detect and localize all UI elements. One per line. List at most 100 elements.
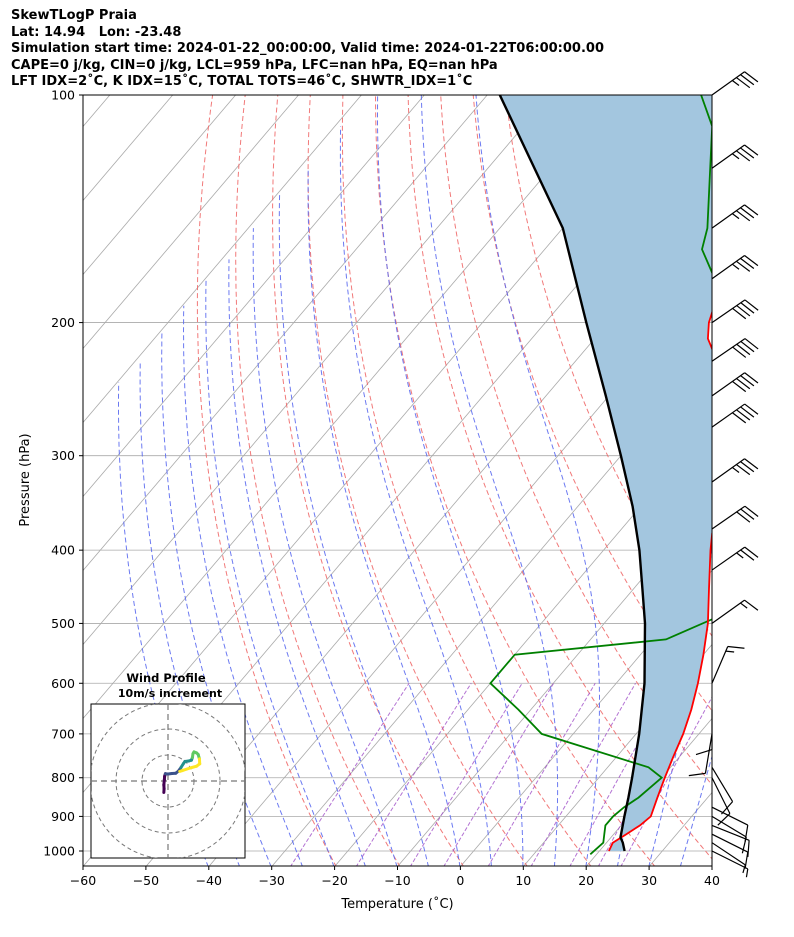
moist-adiabat: [161, 330, 272, 866]
dry-adiabat: [440, 95, 712, 786]
isotherm: [83, 95, 551, 646]
barb-flag: [740, 207, 755, 219]
shaded-area: [499, 95, 712, 851]
moist-adiabat: [307, 168, 461, 866]
y-tick-label: 200: [51, 315, 75, 330]
chart-title-block: SkewTLogP Praia Lat: 14.94 Lon: -23.48 S…: [11, 8, 604, 91]
barb-flag: [736, 378, 751, 390]
barb-half-flag: [731, 213, 740, 220]
barb-staff: [704, 733, 713, 774]
parcel-line: [498, 95, 647, 852]
x-tick-label: 30: [641, 873, 657, 888]
wind-barb: [711, 850, 749, 878]
barb-flag: [732, 412, 747, 424]
y-tick-label: 400: [51, 543, 75, 558]
axis-ticks: −60 −50 −40 −30 −20 −10 0 10 20 30 40 100 200 300 400 5…: [43, 88, 720, 889]
barb-flag: [736, 343, 751, 356]
moist-adiabat: [475, 95, 600, 866]
barb-flag: [740, 375, 755, 387]
moist-adiabat: [228, 259, 366, 866]
dry-adiabat: [734, 95, 794, 867]
dry-adiabat: [767, 95, 794, 867]
barb-flag: [744, 299, 759, 311]
hodograph-title: Wind Profile: [126, 671, 206, 685]
x-tick-label: −20: [321, 873, 347, 888]
barb-staff: [711, 204, 745, 229]
x-tick-label: −30: [259, 873, 285, 888]
barb-flag: [736, 511, 751, 523]
temperature-line: [608, 309, 712, 852]
isotherm: [271, 347, 712, 866]
barb-flag: [744, 144, 759, 156]
barb-flag: [741, 836, 747, 854]
barb-flag: [736, 260, 751, 272]
wind-barb: [711, 824, 750, 858]
barb-flag: [732, 380, 747, 393]
wind-barb: [711, 299, 759, 324]
moist-adiabat: [339, 126, 492, 866]
wind-barb: [711, 71, 759, 96]
isotherm: [83, 95, 362, 424]
title-convective-params: CAPE=0 j/kg, CIN=0 j/kg, LCL=959 hPa, LF…: [11, 57, 498, 73]
barb-flag: [744, 546, 759, 558]
barb-flag: [736, 150, 751, 162]
wind-barb: [688, 733, 713, 777]
barb-flag: [744, 403, 759, 415]
barb-flag: [744, 204, 759, 216]
barb-half-flag: [731, 153, 740, 160]
moist-adiabat: [182, 305, 303, 866]
mixing-ratio-line: [290, 683, 410, 866]
hodograph-subtitle: 10m/s increment: [118, 687, 222, 700]
barb-flag: [740, 74, 755, 86]
barb-flag: [736, 305, 751, 317]
y-tick-label: 300: [51, 448, 75, 463]
cape-cin-shading: [499, 95, 712, 851]
barb-flag: [740, 340, 755, 353]
barb-staff: [711, 646, 729, 684]
title-times: Simulation start time: 2024-01-22_00:00:…: [11, 41, 604, 56]
wind-barb: [711, 842, 746, 874]
moist-adiabat: [252, 228, 398, 866]
barb-staff: [711, 767, 734, 802]
isotherm: [83, 95, 299, 350]
barb-half-flag: [745, 868, 749, 878]
barb-staff: [711, 372, 746, 397]
x-tick-label: −60: [70, 873, 96, 888]
title-station: SkewTLogP Praia: [11, 8, 137, 23]
y-tick-label: 700: [51, 726, 75, 741]
wind-barbs: [688, 71, 759, 878]
barb-staff: [711, 824, 750, 841]
barb-flag: [740, 147, 755, 159]
isotherm: [83, 95, 236, 276]
wind-barb: [711, 546, 759, 571]
barb-staff: [711, 71, 745, 96]
y-tick-label: 1000: [43, 844, 75, 859]
mixing-ratio-line: [410, 683, 523, 866]
barb-flag: [732, 307, 747, 320]
mixing-ratio-line: [487, 683, 596, 866]
barb-flag: [732, 346, 747, 358]
x-tick-label: 20: [578, 873, 594, 888]
wind-barb: [711, 599, 759, 624]
wind-barb: [711, 372, 759, 397]
mixing-ratio-line: [355, 683, 472, 866]
wind-barb: [711, 505, 759, 530]
barb-flag: [736, 409, 751, 421]
barb-staff: [711, 458, 745, 483]
barb-flag: [740, 406, 755, 418]
title-stability-indices: LFT IDX=2˚C, K IDX=15˚C, TOTAL TOTS=46˚C…: [11, 74, 473, 89]
dry-adiabat: [341, 95, 592, 866]
barb-half-flag: [731, 79, 740, 87]
wind-barb: [711, 767, 734, 815]
barb-staff: [711, 338, 746, 362]
x-tick-label: −50: [133, 873, 159, 888]
x-tick-label: −40: [196, 873, 222, 888]
barb-flag: [744, 458, 759, 470]
barb-flag: [740, 549, 755, 561]
barb-staff: [711, 599, 745, 624]
profiles: [489, 95, 712, 855]
barb-flag: [740, 302, 755, 314]
barb-staff: [711, 403, 746, 428]
isotherm: [83, 95, 614, 720]
barb-staff: [711, 850, 749, 870]
